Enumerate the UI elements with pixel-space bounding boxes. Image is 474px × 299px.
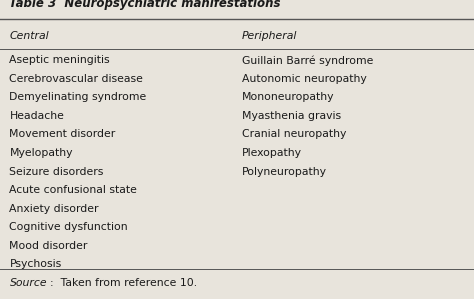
Text: Seizure disorders: Seizure disorders <box>9 167 104 176</box>
Text: Aseptic meningitis: Aseptic meningitis <box>9 55 110 65</box>
Text: Anxiety disorder: Anxiety disorder <box>9 204 99 213</box>
Text: Myelopathy: Myelopathy <box>9 148 73 158</box>
Text: Demyelinating syndrome: Demyelinating syndrome <box>9 92 147 102</box>
Text: Movement disorder: Movement disorder <box>9 129 116 139</box>
Text: Autonomic neuropathy: Autonomic neuropathy <box>242 74 366 84</box>
Text: Mood disorder: Mood disorder <box>9 241 88 251</box>
Text: Acute confusional state: Acute confusional state <box>9 185 137 195</box>
Text: Mononeuropathy: Mononeuropathy <box>242 92 334 102</box>
Text: Cerebrovascular disease: Cerebrovascular disease <box>9 74 143 84</box>
Text: Guillain Barré syndrome: Guillain Barré syndrome <box>242 55 373 66</box>
Text: Polyneuropathy: Polyneuropathy <box>242 167 327 176</box>
Text: Table 3  Neuropsychiatric manifestations: Table 3 Neuropsychiatric manifestations <box>9 0 281 10</box>
Text: Psychosis: Psychosis <box>9 259 62 269</box>
Text: Cranial neuropathy: Cranial neuropathy <box>242 129 346 139</box>
Text: Central: Central <box>9 31 49 41</box>
Text: Cognitive dysfunction: Cognitive dysfunction <box>9 222 128 232</box>
Text: Source: Source <box>9 277 47 288</box>
Text: Plexopathy: Plexopathy <box>242 148 302 158</box>
Text: Headache: Headache <box>9 111 64 121</box>
Text: :  Taken from reference 10.: : Taken from reference 10. <box>50 277 197 288</box>
Text: Peripheral: Peripheral <box>242 31 297 41</box>
Text: Myasthenia gravis: Myasthenia gravis <box>242 111 341 121</box>
